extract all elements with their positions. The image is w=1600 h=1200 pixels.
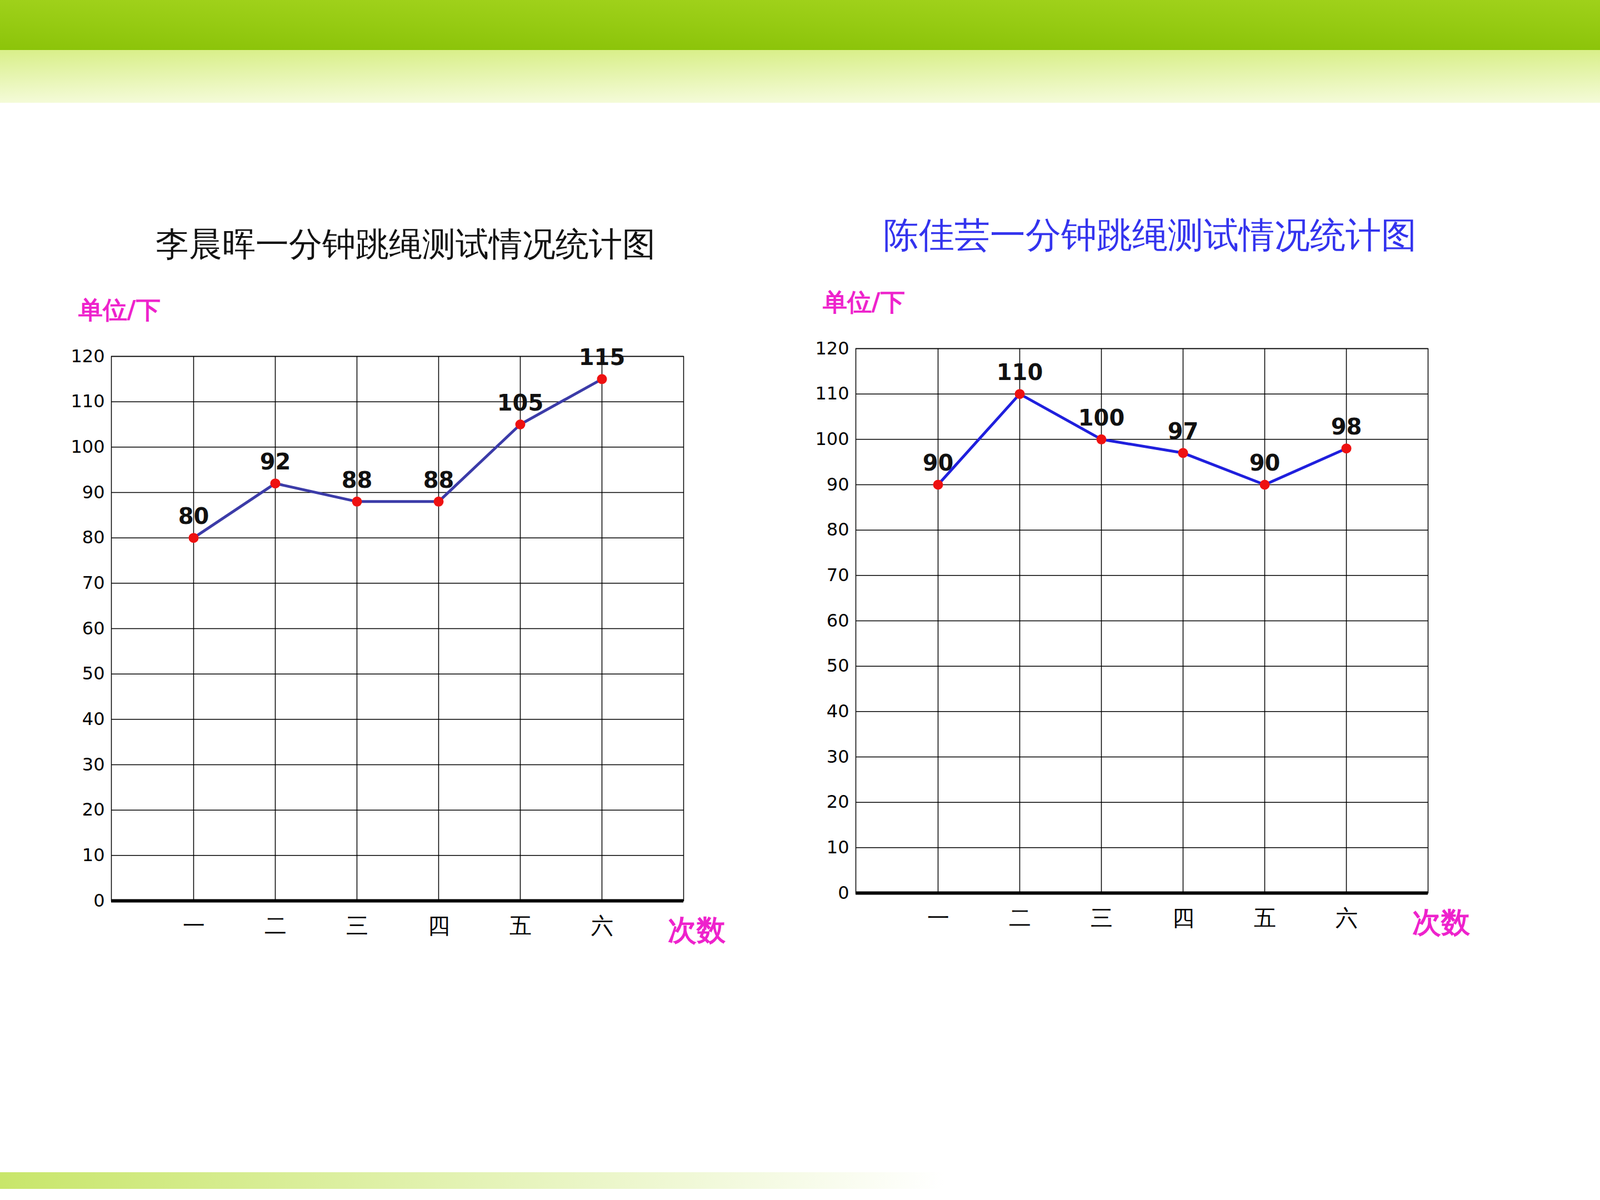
svg-text:四: 四 (427, 912, 450, 939)
svg-text:90: 90 (1249, 450, 1281, 476)
svg-text:单位/下: 单位/下 (822, 287, 905, 317)
svg-text:90: 90 (82, 481, 105, 503)
svg-text:98: 98 (1331, 413, 1363, 440)
svg-text:90: 90 (826, 473, 850, 495)
svg-text:20: 20 (826, 791, 850, 813)
svg-text:120: 120 (70, 345, 105, 367)
svg-text:次数: 次数 (667, 913, 727, 947)
svg-text:10: 10 (826, 836, 850, 858)
svg-text:100: 100 (815, 428, 849, 450)
svg-text:88: 88 (423, 467, 455, 493)
svg-text:50: 50 (826, 655, 850, 677)
svg-text:五: 五 (1253, 905, 1277, 931)
svg-text:70: 70 (82, 572, 105, 594)
svg-text:四: 四 (1172, 905, 1195, 931)
svg-text:110: 110 (815, 382, 849, 404)
svg-text:30: 30 (826, 746, 850, 768)
svg-text:六: 六 (591, 912, 614, 939)
svg-text:100: 100 (1078, 405, 1125, 431)
svg-text:60: 60 (82, 617, 105, 639)
svg-text:92: 92 (260, 448, 292, 475)
svg-text:40: 40 (826, 700, 850, 722)
svg-text:0: 0 (93, 890, 105, 912)
svg-text:50: 50 (82, 662, 105, 684)
svg-text:三: 三 (346, 912, 369, 939)
svg-text:30: 30 (82, 753, 105, 775)
svg-text:六: 六 (1335, 905, 1358, 931)
svg-text:80: 80 (82, 526, 105, 548)
svg-text:五: 五 (509, 912, 532, 939)
svg-text:单位/下: 单位/下 (77, 295, 161, 324)
svg-text:一: 一 (927, 905, 950, 931)
svg-text:97: 97 (1167, 418, 1199, 444)
svg-text:二: 二 (264, 912, 287, 939)
html-text:李晨晖一分钟跳绳测试情况统计图: 李晨晖一分钟跳绳测试情况统计图 (155, 224, 656, 264)
svg-text:80: 80 (178, 503, 210, 529)
html-text:陈佳芸一分钟跳绳测试情况统计图: 陈佳芸一分钟跳绳测试情况统计图 (883, 214, 1417, 256)
svg-text:一: 一 (182, 912, 205, 939)
svg-text:100: 100 (70, 436, 105, 458)
svg-text:0: 0 (837, 882, 849, 904)
svg-text:二: 二 (1008, 905, 1032, 931)
svg-text:105: 105 (497, 390, 544, 416)
svg-text:90: 90 (922, 450, 954, 476)
svg-text:88: 88 (341, 467, 373, 493)
svg-text:80: 80 (826, 518, 850, 540)
svg-text:115: 115 (578, 344, 626, 370)
svg-text:120: 120 (815, 337, 849, 359)
svg-text:40: 40 (82, 708, 105, 730)
svg-text:20: 20 (82, 798, 105, 820)
svg-text:110: 110 (996, 359, 1044, 385)
svg-text:60: 60 (826, 610, 850, 632)
svg-text:110: 110 (70, 390, 105, 412)
svg-text:三: 三 (1090, 905, 1113, 931)
svg-text:10: 10 (82, 844, 105, 866)
svg-text:70: 70 (826, 564, 850, 586)
svg-text:次数: 次数 (1412, 905, 1471, 939)
